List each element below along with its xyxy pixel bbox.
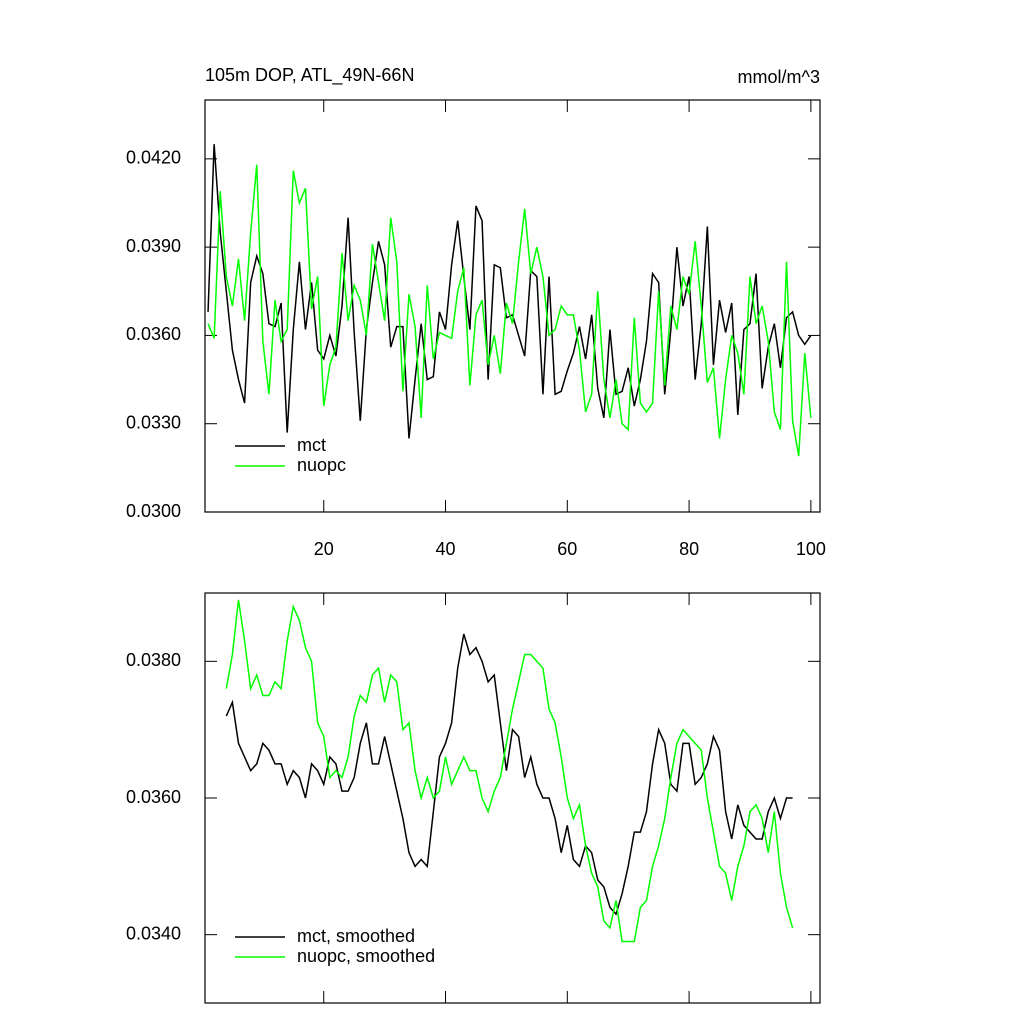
y-tick-label: 0.0390 [126,236,181,256]
y-tick-label: 0.0420 [126,148,181,168]
plot-frame [204,99,821,513]
series-line [225,599,794,943]
legend-label: nuopc [297,455,346,475]
x-tick-label: 40 [436,539,456,559]
y-tick-label: 0.0360 [126,324,181,344]
x-tick-label: 100 [796,539,826,559]
x-tick-label: 60 [557,539,577,559]
x-tick-label: 20 [314,539,334,559]
units-label: mmol/m^3 [738,67,820,87]
y-tick-label: 0.0300 [126,501,181,521]
legend-label: mct [297,435,326,455]
legend-label: mct, smoothed [297,926,415,946]
series-line [207,164,812,457]
y-tick-label: 0.0380 [126,650,181,670]
series-line [225,633,793,916]
y-tick-label: 0.0340 [126,923,181,943]
y-tick-label: 0.0330 [126,412,181,432]
legend-label: nuopc, smoothed [297,946,435,966]
chart-title: 105m DOP, ATL_49N-66N [205,65,414,86]
x-tick-label: 80 [679,539,699,559]
y-tick-label: 0.0360 [126,787,181,807]
series-line [207,144,812,439]
